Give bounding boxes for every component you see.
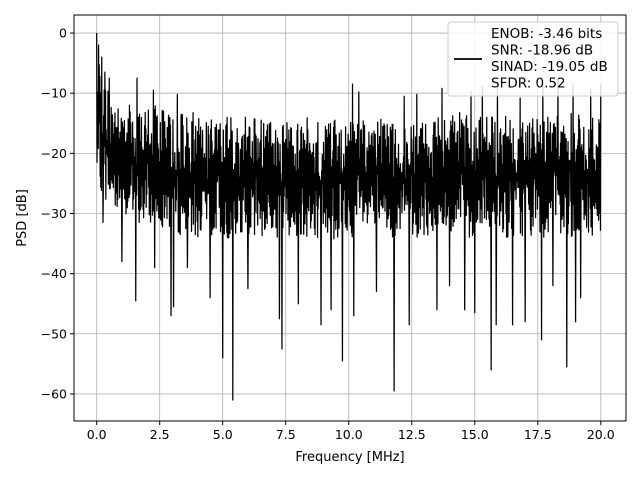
plot-area [96,33,602,401]
y-tick-label: 0 [59,26,67,41]
legend-entry-enob: ENOB: -3.46 bits [491,26,602,42]
legend: ENOB: -3.46 bits SNR: -18.96 dB SINAD: -… [447,21,619,97]
x-tick-label: 0.0 [87,427,107,442]
y-axis-label: PSD [dB] [15,189,30,247]
axis-ticks: 0.0 2.5 5.0 7.5 10.0 12.5 15.0 17.5 20.0 0 −10 −20 −… [41,26,615,442]
y-tick-label: −30 [41,206,67,221]
y-tick-label: −10 [41,86,67,101]
x-tick-label: 15.0 [461,427,489,442]
y-tick-label: −60 [41,386,67,401]
legend-entry-sinad: SINAD: -19.05 dB [491,59,608,75]
legend-entry-sfdr: SFDR: 0.52 [491,76,566,92]
x-tick-label: 20.0 [587,427,615,442]
psd-series-line [96,33,602,401]
legend-box [447,21,619,97]
x-tick-label: 12.5 [398,427,426,442]
x-tick-label: 17.5 [524,427,552,442]
y-tick-label: −40 [41,266,67,281]
x-tick-label: 5.0 [213,427,233,442]
x-tick-label: 2.5 [150,427,170,442]
x-tick-label: 10.0 [335,427,363,442]
x-tick-label: 7.5 [276,427,296,442]
legend-entry-snr: SNR: -18.96 dB [491,43,593,59]
x-axis-label: Frequency [MHz] [295,450,404,465]
axes-frame [73,14,627,422]
y-tick-label: −20 [41,146,67,161]
y-tick-label: −50 [41,326,67,341]
